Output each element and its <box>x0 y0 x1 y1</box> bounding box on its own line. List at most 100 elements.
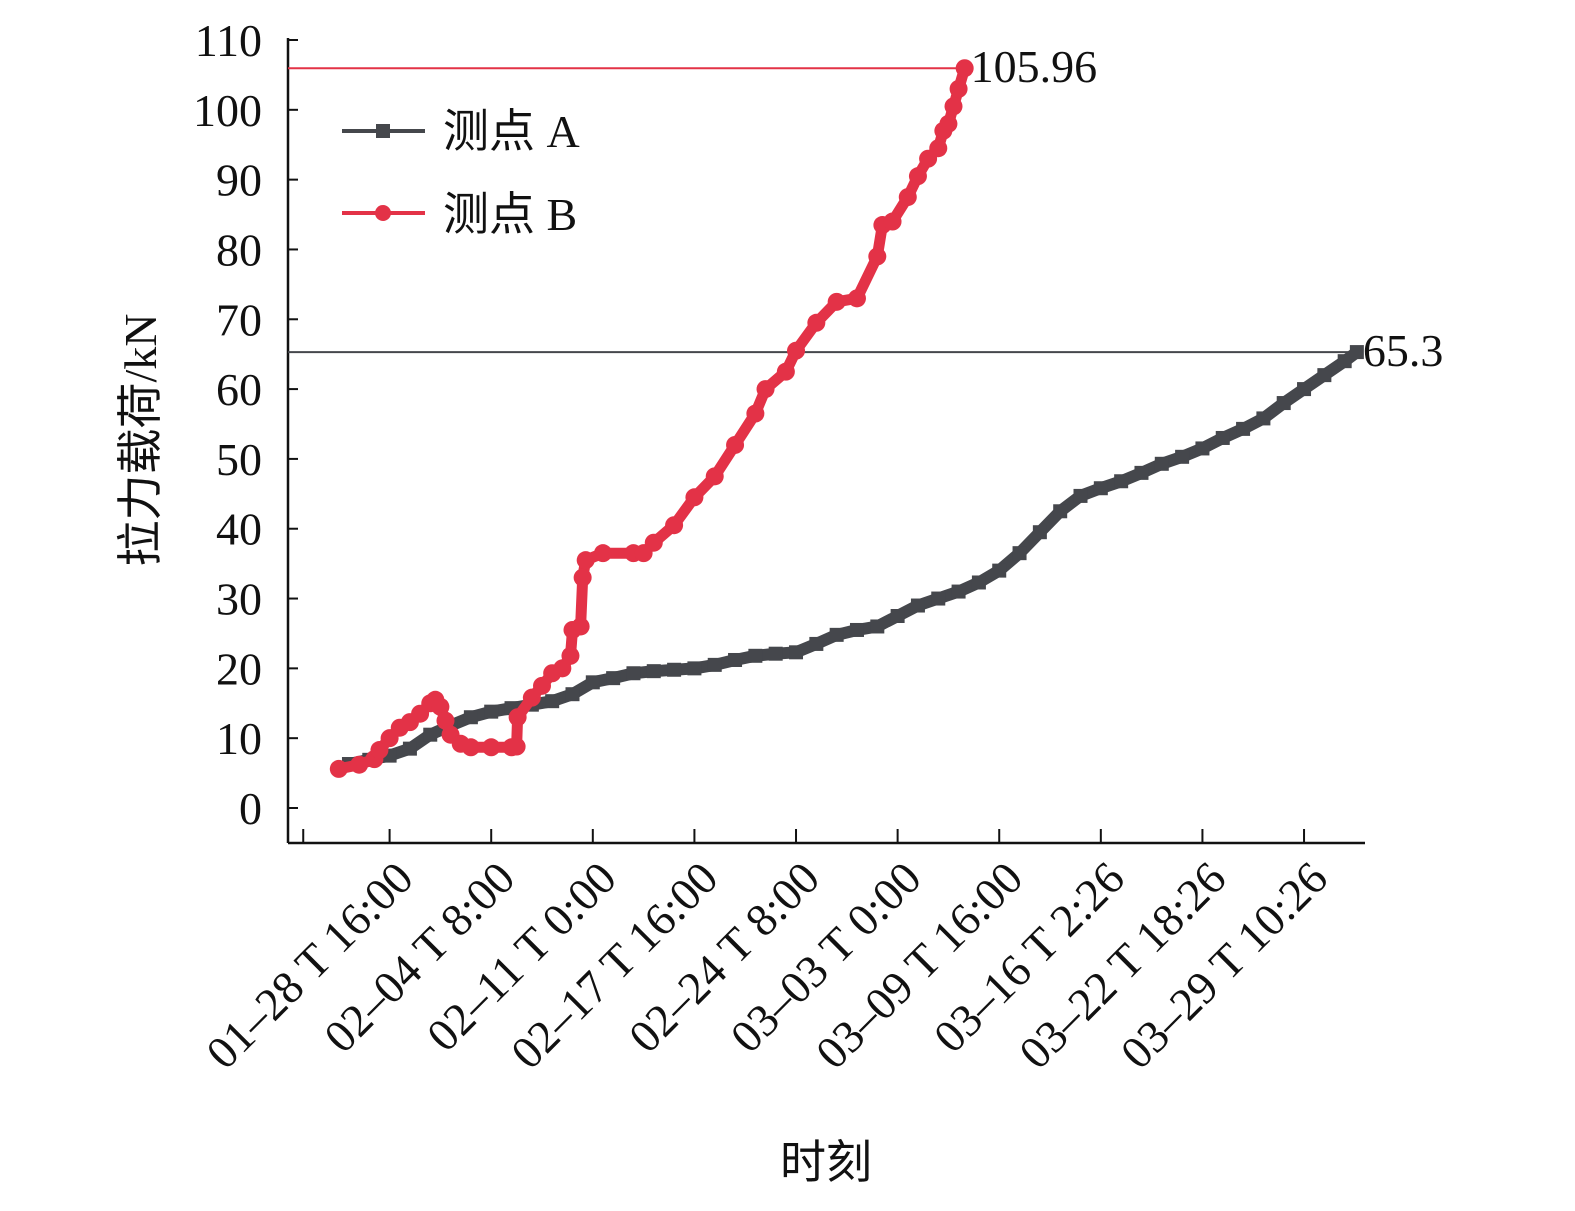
data-point-a <box>687 661 702 676</box>
data-point-b <box>787 341 806 360</box>
data-point-b <box>329 759 348 778</box>
final-value-label-a: 65.3 <box>1363 325 1444 376</box>
data-point-b <box>949 79 968 98</box>
final-value-label-b: 105.96 <box>971 41 1098 92</box>
y-tick-label: 10 <box>216 713 262 764</box>
data-point-a <box>1337 354 1352 369</box>
data-point-b <box>576 551 595 570</box>
data-point-a <box>1195 441 1210 456</box>
data-point-a <box>585 675 600 690</box>
data-point-a <box>910 598 925 613</box>
data-point-a <box>1175 449 1190 464</box>
data-point-b <box>898 188 917 207</box>
data-point-b <box>508 708 527 727</box>
data-point-a <box>1154 456 1169 471</box>
data-point-a <box>789 645 804 660</box>
data-point-a <box>1236 421 1251 436</box>
data-point-b <box>561 646 580 665</box>
data-point-a <box>768 646 783 661</box>
data-point-b <box>431 697 450 716</box>
y-tick-label: 0 <box>239 783 262 834</box>
y-axis-label: 拉力载荷/kN <box>115 314 166 567</box>
data-point-a <box>1349 345 1364 360</box>
data-point-b <box>507 737 526 756</box>
data-point-b <box>522 688 541 707</box>
data-point-a <box>1215 430 1230 445</box>
y-tick-label: 40 <box>216 504 262 555</box>
y-tick-label: 60 <box>216 364 262 415</box>
data-point-a <box>951 584 966 599</box>
data-point-b <box>827 292 846 311</box>
y-tick-label: 110 <box>195 15 262 66</box>
data-point-b <box>746 404 765 423</box>
y-tick-label: 90 <box>216 155 262 206</box>
data-point-a <box>463 710 478 725</box>
data-point-a <box>829 627 844 642</box>
data-point-a <box>626 666 641 681</box>
series-line-a <box>343 346 1363 770</box>
data-point-b <box>939 114 958 133</box>
data-point-b <box>436 711 455 730</box>
data-point-b <box>644 533 663 552</box>
data-point-b <box>370 741 389 760</box>
data-point-b <box>908 167 927 186</box>
data-point-b <box>705 467 724 486</box>
data-point-b <box>726 435 745 454</box>
data-point-a <box>1134 465 1149 480</box>
data-point-b <box>929 139 948 158</box>
data-point-a <box>748 648 763 663</box>
data-point-a <box>707 657 722 672</box>
data-point-a <box>667 662 682 677</box>
data-point-b <box>461 738 480 757</box>
legend-item-b: 测点 B <box>342 189 577 240</box>
y-tick-label: 50 <box>216 434 262 485</box>
data-point-b <box>776 362 795 381</box>
data-point-a <box>849 622 864 637</box>
series-line-b <box>333 62 971 775</box>
data-point-b <box>868 247 887 266</box>
legend-item-a: 测点 A <box>342 106 580 157</box>
y-tick-label: 80 <box>216 224 262 275</box>
data-point-a <box>1317 368 1332 383</box>
data-point-a <box>484 704 499 719</box>
data-point-b <box>944 97 963 116</box>
data-point-a <box>931 591 946 606</box>
data-point-a <box>1276 396 1291 411</box>
data-point-b <box>883 212 902 231</box>
data-point-a <box>545 694 560 709</box>
data-point-a <box>1032 525 1047 540</box>
y-tick-label: 30 <box>216 574 262 625</box>
data-point-a <box>1053 504 1068 519</box>
legend-label-b: 测点 B <box>443 189 577 240</box>
data-point-a <box>402 741 417 756</box>
y-tick-label: 100 <box>193 85 262 136</box>
data-point-a <box>1093 481 1108 496</box>
data-point-a <box>646 664 661 679</box>
data-point-a <box>1073 488 1088 503</box>
data-point-b <box>482 738 501 757</box>
data-point-b <box>847 289 866 308</box>
y-tick-label: 20 <box>216 643 262 694</box>
y-tick-label: 70 <box>216 294 262 345</box>
data-point-a <box>1297 382 1312 397</box>
legend-marker-b <box>375 205 391 221</box>
data-point-a <box>870 619 885 634</box>
data-point-b <box>593 544 612 563</box>
data-point-b <box>571 617 590 636</box>
data-point-a <box>890 609 905 623</box>
legend-label-a: 测点 A <box>443 106 580 157</box>
x-axis-label: 时刻 <box>780 1137 872 1188</box>
data-point-b <box>807 313 826 332</box>
data-point-a <box>1256 411 1271 426</box>
data-point-a <box>1114 474 1129 489</box>
data-point-a <box>728 652 743 667</box>
data-point-a <box>606 671 621 686</box>
data-point-b <box>573 568 592 587</box>
data-point-a <box>809 636 824 651</box>
legend: 测点 A 测点 B <box>342 106 580 240</box>
data-point-b <box>533 676 552 695</box>
data-point-a <box>423 727 438 742</box>
data-point-b <box>955 59 974 78</box>
